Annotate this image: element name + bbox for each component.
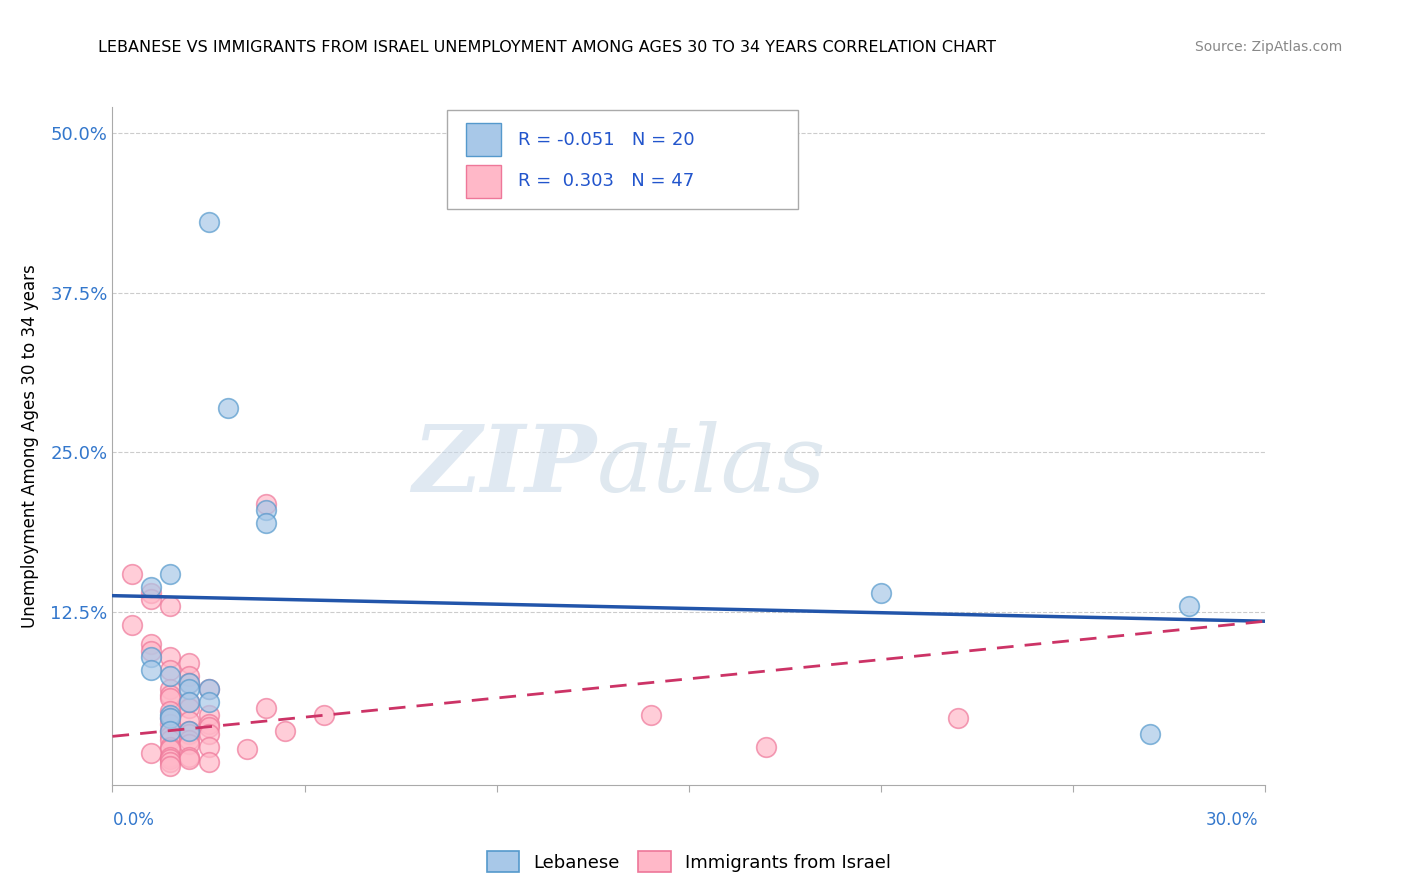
Point bbox=[159, 690, 181, 705]
Point bbox=[139, 586, 162, 600]
Point bbox=[179, 724, 201, 739]
Point bbox=[870, 586, 893, 600]
FancyBboxPatch shape bbox=[467, 123, 501, 156]
Text: ZIP: ZIP bbox=[412, 421, 596, 511]
Point bbox=[139, 643, 162, 657]
Point bbox=[159, 689, 181, 703]
Point bbox=[197, 681, 219, 696]
Point bbox=[159, 724, 181, 739]
Point bbox=[121, 618, 143, 632]
Point bbox=[159, 749, 181, 764]
Point bbox=[254, 701, 277, 715]
Point bbox=[159, 724, 181, 739]
Point bbox=[179, 669, 201, 683]
Point bbox=[1139, 727, 1161, 741]
Point bbox=[159, 730, 181, 744]
Point bbox=[197, 716, 219, 731]
Point bbox=[159, 742, 181, 756]
Point bbox=[179, 714, 201, 728]
Point bbox=[159, 755, 181, 769]
Point bbox=[159, 711, 181, 725]
Point bbox=[139, 663, 162, 677]
Y-axis label: Unemployment Among Ages 30 to 34 years: Unemployment Among Ages 30 to 34 years bbox=[21, 264, 39, 628]
Point bbox=[274, 724, 297, 739]
Point bbox=[197, 681, 219, 696]
Point bbox=[179, 724, 201, 739]
Point bbox=[159, 716, 181, 731]
Text: R =  0.303   N = 47: R = 0.303 N = 47 bbox=[519, 171, 695, 190]
Point bbox=[159, 707, 181, 722]
Point bbox=[179, 675, 201, 690]
Point bbox=[197, 739, 219, 754]
Point bbox=[179, 752, 201, 766]
Point bbox=[159, 733, 181, 747]
Point bbox=[159, 739, 181, 754]
Point bbox=[121, 566, 143, 581]
Point bbox=[139, 746, 162, 760]
Point bbox=[139, 580, 162, 594]
Text: atlas: atlas bbox=[596, 421, 827, 511]
Point bbox=[179, 695, 201, 709]
Point bbox=[139, 637, 162, 651]
Point bbox=[236, 742, 259, 756]
Point bbox=[179, 737, 201, 751]
Point bbox=[159, 752, 181, 766]
Point bbox=[159, 669, 181, 683]
Legend: Lebanese, Immigrants from Israel: Lebanese, Immigrants from Israel bbox=[478, 842, 900, 881]
Point bbox=[197, 727, 219, 741]
Point bbox=[159, 566, 181, 581]
Point bbox=[197, 215, 219, 229]
Point bbox=[159, 599, 181, 613]
FancyBboxPatch shape bbox=[447, 111, 799, 209]
Point bbox=[159, 711, 181, 725]
Point bbox=[179, 701, 201, 715]
Point bbox=[159, 704, 181, 718]
Point bbox=[159, 663, 181, 677]
Point bbox=[139, 650, 162, 665]
Point bbox=[254, 503, 277, 517]
Point bbox=[159, 681, 181, 696]
Text: LEBANESE VS IMMIGRANTS FROM ISRAEL UNEMPLOYMENT AMONG AGES 30 TO 34 YEARS CORREL: LEBANESE VS IMMIGRANTS FROM ISRAEL UNEMP… bbox=[98, 40, 997, 55]
Text: 30.0%: 30.0% bbox=[1206, 811, 1258, 829]
Point bbox=[197, 695, 219, 709]
Point bbox=[179, 727, 201, 741]
Point bbox=[159, 650, 181, 665]
Point bbox=[312, 707, 335, 722]
Point bbox=[197, 707, 219, 722]
Point bbox=[254, 497, 277, 511]
Point bbox=[197, 755, 219, 769]
Point bbox=[197, 720, 219, 734]
Point bbox=[179, 733, 201, 747]
Point bbox=[1177, 599, 1199, 613]
Point bbox=[159, 758, 181, 772]
Point bbox=[755, 739, 778, 754]
Text: Source: ZipAtlas.com: Source: ZipAtlas.com bbox=[1195, 40, 1343, 54]
Point bbox=[254, 516, 277, 530]
FancyBboxPatch shape bbox=[467, 166, 501, 198]
Point bbox=[179, 695, 201, 709]
Text: 0.0%: 0.0% bbox=[112, 811, 155, 829]
Point bbox=[179, 681, 201, 696]
Point bbox=[217, 401, 239, 415]
Point bbox=[946, 711, 969, 725]
Point bbox=[179, 749, 201, 764]
Point bbox=[179, 675, 201, 690]
Point bbox=[640, 707, 662, 722]
Point bbox=[179, 657, 201, 671]
Text: R = -0.051   N = 20: R = -0.051 N = 20 bbox=[519, 131, 695, 149]
Point bbox=[139, 592, 162, 607]
